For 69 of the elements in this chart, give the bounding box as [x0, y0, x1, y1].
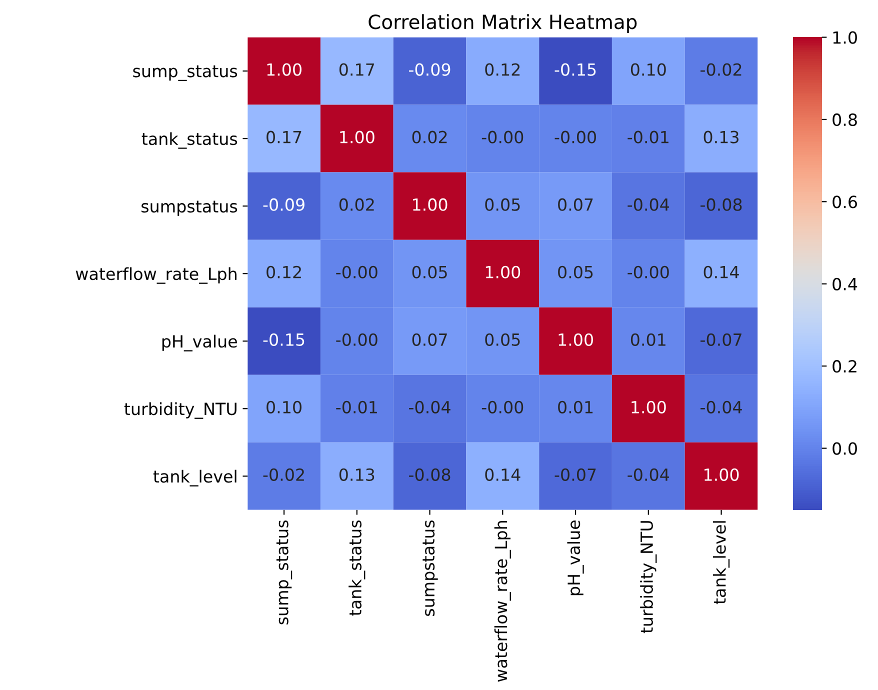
data-label: -0.15	[554, 63, 596, 76]
data-label: -0.00	[336, 333, 378, 346]
data-label: 0.01	[630, 333, 666, 346]
data-label: -0.08	[409, 468, 450, 481]
data-label: -0.00	[482, 400, 524, 414]
data-label: -0.04	[409, 400, 450, 414]
data-label: -0.07	[554, 468, 596, 481]
data-label: -0.04	[628, 468, 670, 481]
data-label: 0.14	[485, 468, 520, 481]
data-label: 0.07	[558, 198, 593, 211]
data-label: 1.00	[632, 400, 666, 414]
data-label: -0.04	[700, 400, 742, 414]
y-tick-label: sump_status	[133, 65, 238, 82]
data-label: -0.09	[263, 198, 304, 211]
data-label: -0.02	[700, 63, 742, 76]
data-label: -0.09	[409, 63, 450, 76]
color-bar-label: 0.4	[832, 278, 858, 290]
data-label: -0.02	[263, 468, 304, 481]
data-label: 1.00	[340, 130, 374, 144]
data-label: 0.05	[412, 266, 447, 278]
data-label: 0.02	[412, 130, 447, 144]
data-label: 1.00	[413, 198, 448, 211]
data-label: 0.02	[339, 198, 374, 211]
color-bar-label: 0.2	[832, 360, 856, 373]
x-tick-label: sumpstatus	[422, 520, 438, 616]
color-bar-label: 0.8	[832, 113, 857, 126]
data-label: -0.08	[700, 198, 742, 211]
data-label: 1.00	[704, 468, 739, 481]
y-tick-label: pH_value	[162, 334, 237, 352]
data-label: 0.05	[558, 266, 593, 278]
data-label: 0.12	[485, 63, 520, 76]
data-label: 0.01	[558, 400, 593, 414]
color-bar-label: 0.6	[832, 196, 857, 208]
data-label: 0.10	[630, 63, 666, 76]
data-label: 0.07	[412, 333, 447, 346]
data-label: -0.01	[336, 400, 377, 414]
data-label: -0.15	[263, 333, 304, 346]
data-label: 0.17	[339, 63, 374, 76]
color-bar-label: 1.0	[833, 31, 857, 44]
data-label: 1.00	[486, 266, 520, 278]
data-label: -0.00	[554, 130, 596, 144]
data-label: 0.14	[704, 266, 739, 278]
chart-title: Correlation Matrix Heatmap	[368, 14, 637, 33]
data-label: -0.00	[336, 266, 378, 278]
data-label: 0.05	[485, 198, 520, 211]
data-label: 1.00	[267, 63, 302, 76]
x-tick-label: tank_level	[712, 521, 730, 604]
y-tick-label: tank_status	[142, 132, 238, 149]
data-label: -0.00	[628, 266, 669, 278]
data-label: 0.05	[485, 333, 520, 346]
x-tick-label: pH_value	[567, 520, 584, 596]
y-tick-label: sumpstatus	[142, 200, 238, 216]
data-label: 0.12	[266, 266, 301, 278]
x-tick-label: waterflow_rate_Lph	[494, 521, 511, 682]
y-tick-label: waterflow_rate_Lph	[76, 267, 236, 284]
x-tick-label: tank_status	[348, 520, 366, 616]
color-bar-label: 0.0	[832, 442, 857, 455]
y-tick-label: turbidity_NTU	[124, 402, 236, 419]
data-label: -0.04	[628, 198, 670, 211]
data-label: 0.13	[339, 468, 374, 481]
y-tick-label: tank_level	[153, 470, 236, 486]
data-label: -0.07	[700, 333, 742, 346]
data-label: -0.00	[482, 130, 524, 144]
data-label: 0.10	[266, 400, 302, 414]
x-tick-label: turbidity_NTU	[640, 521, 657, 634]
data-label: 0.13	[704, 130, 738, 144]
data-label: 1.00	[558, 333, 593, 346]
data-label: 0.17	[266, 130, 302, 144]
data-label: -0.01	[628, 130, 668, 144]
